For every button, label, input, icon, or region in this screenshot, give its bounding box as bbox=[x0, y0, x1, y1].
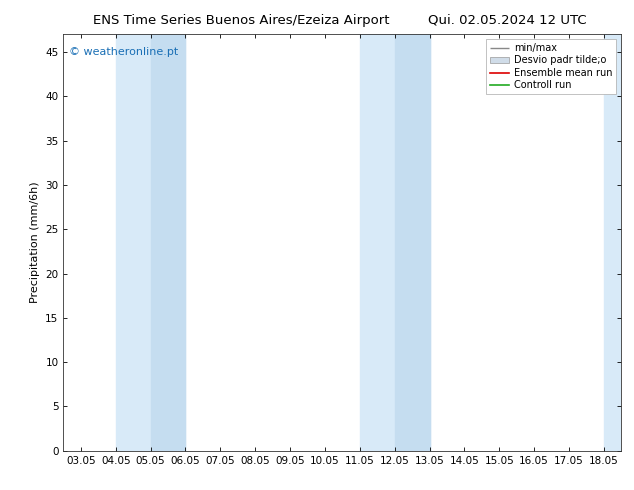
Bar bbox=[150, 34, 185, 451]
Bar bbox=[116, 34, 185, 451]
Text: ENS Time Series Buenos Aires/Ezeiza Airport: ENS Time Series Buenos Aires/Ezeiza Airp… bbox=[93, 14, 389, 27]
Y-axis label: Precipitation (mm/6h): Precipitation (mm/6h) bbox=[30, 182, 40, 303]
Text: © weatheronline.pt: © weatheronline.pt bbox=[69, 47, 178, 57]
Bar bbox=[394, 34, 429, 451]
Legend: min/max, Desvio padr tilde;o, Ensemble mean run, Controll run: min/max, Desvio padr tilde;o, Ensemble m… bbox=[486, 39, 616, 94]
Bar bbox=[604, 34, 621, 451]
Text: Qui. 02.05.2024 12 UTC: Qui. 02.05.2024 12 UTC bbox=[428, 14, 586, 27]
Bar bbox=[359, 34, 429, 451]
